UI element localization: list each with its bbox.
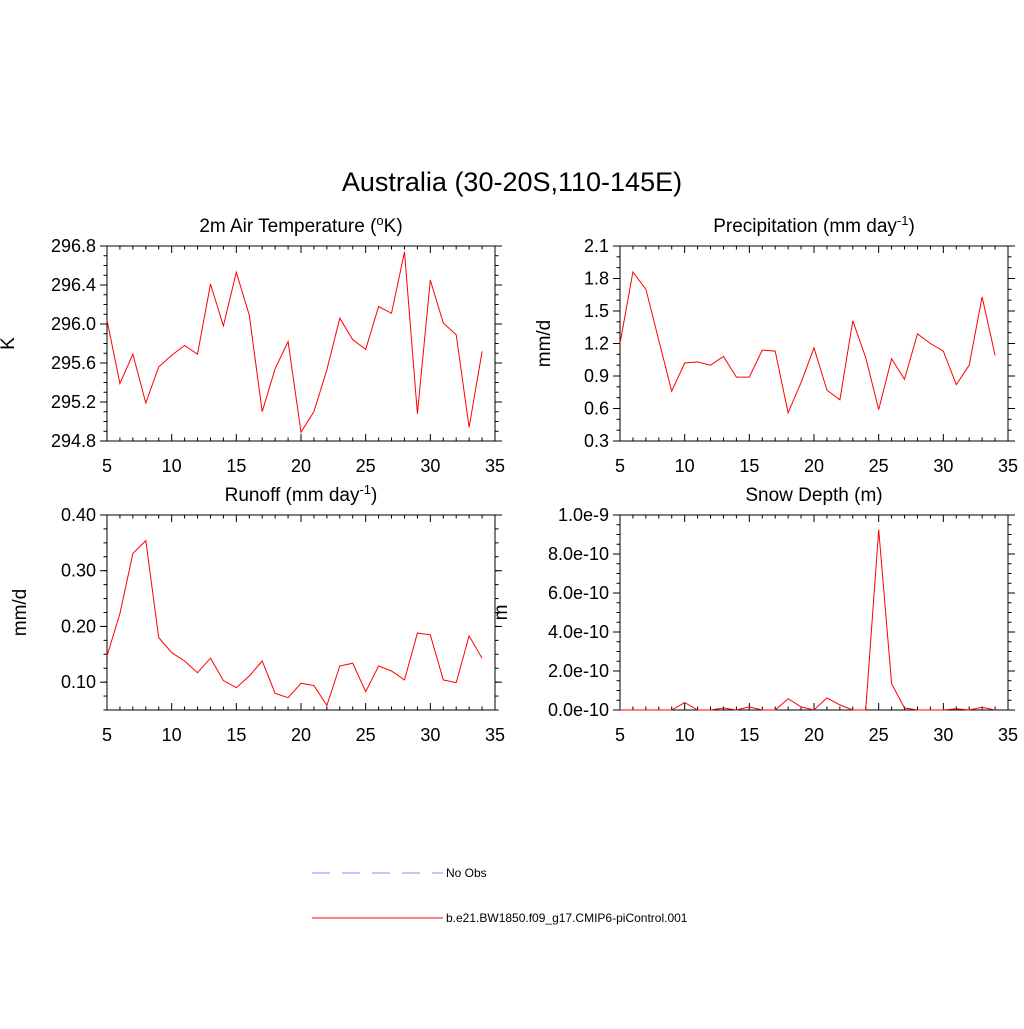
panel-title-suffix: ): [371, 485, 377, 506]
y-tick-label: 4.0e-10: [548, 622, 609, 642]
figure-title: Australia (30-20S,110-145E): [342, 167, 682, 197]
x-tick-label: 20: [291, 725, 311, 745]
y-axis-label: K: [0, 337, 19, 350]
panel-title-text: Precipitation (mm day: [713, 216, 897, 237]
panels: 2m Air Temperature (oK)5 10 15 20 25 30 35294.…: [0, 213, 1018, 745]
x-tick-label: 5: [615, 456, 625, 476]
y-tick-label: 296.0: [51, 314, 96, 334]
x-tick-label: 10: [162, 725, 182, 745]
y-tick-label: 1.0e-9: [558, 505, 609, 525]
y-tick-label: 296.4: [51, 275, 96, 295]
panel-title-superscript: -1: [897, 213, 909, 228]
y-axis-label: m: [491, 605, 512, 621]
panel-title-suffix: K): [384, 216, 403, 237]
y-tick-label: 0.20: [61, 616, 96, 636]
series-line-precip: [619, 270, 996, 415]
y-tick-label: 295.2: [51, 392, 96, 412]
y-tick-label: 0.9: [584, 366, 609, 386]
panel-title-text: Snow Depth (m): [745, 485, 882, 506]
x-tick-label: 25: [869, 725, 889, 745]
x-tick-label: 35: [485, 456, 505, 476]
panel-runoff: Runoff (mm day-1) 5 10 15 20 25 30 35 0.10 0.20 0.…: [10, 482, 505, 745]
x-tick-label: 30: [933, 725, 953, 745]
x-tick-label: 25: [356, 725, 376, 745]
x-tick-label: 25: [356, 456, 376, 476]
y-tick-label: 0.40: [61, 505, 96, 525]
legend: No Obs b.e21.BW1850.f09_g17.CMIP6-piCont…: [312, 866, 688, 925]
x-tick-label: 20: [804, 456, 824, 476]
y-tick-label: 1.8: [584, 269, 609, 289]
x-tick-label: 30: [420, 725, 440, 745]
x-tick-label: 10: [162, 456, 182, 476]
y-tick-label: 8.0e-10: [548, 544, 609, 564]
y-tick-label: 2.0e-10: [548, 661, 609, 681]
series-line-snow: [620, 529, 996, 711]
x-tick-label: 30: [420, 456, 440, 476]
x-tick-label: 5: [102, 456, 112, 476]
x-tick-label: 25: [869, 456, 889, 476]
y-tick-label: 294.8: [51, 431, 96, 451]
series-line-runoff: [106, 539, 483, 707]
plot-frame: [106, 245, 496, 442]
x-tick-label: 35: [998, 456, 1018, 476]
y-axis-label: mm/d: [10, 589, 31, 637]
x-tick-label: 10: [675, 725, 695, 745]
x-tick-label: 30: [933, 456, 953, 476]
legend-model-label: b.e21.BW1850.f09_g17.CMIP6-piControl.001: [446, 911, 688, 925]
x-tick-label: 5: [102, 725, 112, 745]
x-tick-label: 15: [739, 725, 759, 745]
plot-frame: [619, 245, 1009, 442]
panel-title-temp: 2m Air Temperature (oK): [199, 213, 402, 237]
x-tick-label: 20: [804, 725, 824, 745]
y-tick-label: 0.10: [61, 672, 96, 692]
y-tick-label: 1.5: [584, 301, 609, 321]
x-tick-label: 35: [485, 725, 505, 745]
series-line-temp: [106, 251, 483, 434]
y-tick-label: 1.2: [584, 334, 609, 354]
panel-title-superscript: o: [376, 213, 383, 228]
y-tick-label: 296.8: [51, 236, 96, 256]
y-tick-label: 0.6: [584, 399, 609, 419]
panel-title-superscript: -1: [359, 482, 371, 497]
panel-snow: Snow Depth (m) 5 10 15 20 25 30 35 0.0e-10 2.0e-1…: [491, 485, 1018, 745]
y-tick-label: 6.0e-10: [548, 583, 609, 603]
panel-precip: Precipitation (mm day-1) 5 10 15 20 25 30 35 0.3…: [534, 213, 1018, 476]
y-tick-label: 0.0e-10: [548, 700, 609, 720]
y-axis-label: mm/d: [534, 320, 555, 368]
panel-title-snow: Snow Depth (m): [745, 485, 882, 506]
x-tick-label: 15: [226, 456, 246, 476]
y-tick-label: 2.1: [584, 236, 609, 256]
x-tick-label: 5: [615, 725, 625, 745]
x-tick-label: 10: [675, 456, 695, 476]
plot-frame: [619, 514, 1009, 711]
panel-title-precip: Precipitation (mm day-1): [713, 213, 915, 237]
panel-title-text: Runoff (mm day: [225, 485, 360, 506]
x-tick-label: 20: [291, 456, 311, 476]
panel-title-text: 2m Air Temperature (: [199, 216, 377, 237]
panel-title-runoff: Runoff (mm day-1): [225, 482, 378, 506]
x-tick-label: 15: [739, 456, 759, 476]
y-tick-label: 295.6: [51, 353, 96, 373]
y-tick-label: 0.3: [584, 431, 609, 451]
legend-obs-label: No Obs: [446, 866, 487, 880]
panel-temp: 2m Air Temperature (oK) 5 10 15 20 25 30 35 294.…: [0, 213, 505, 476]
panel-title-suffix: ): [908, 216, 914, 237]
x-tick-label: 15: [226, 725, 246, 745]
plot-frame: [106, 514, 496, 711]
y-tick-label: 0.30: [61, 561, 96, 581]
x-tick-label: 35: [998, 725, 1018, 745]
